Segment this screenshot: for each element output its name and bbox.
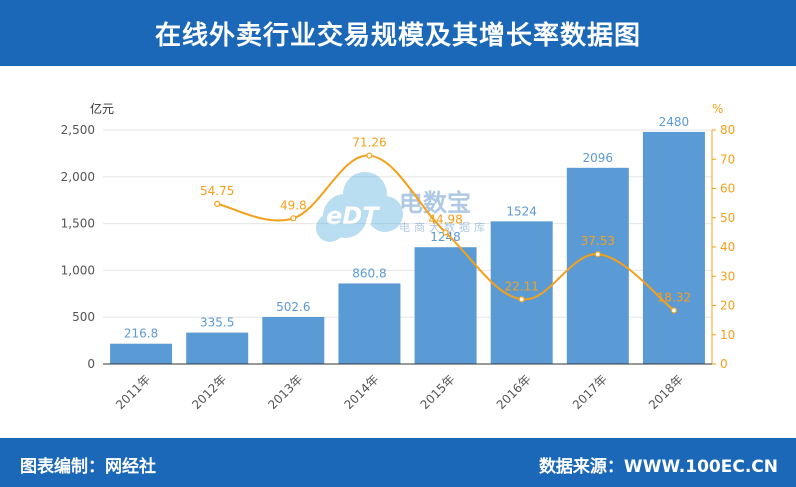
line-point xyxy=(214,200,221,207)
footer-source: 数据来源：WWW.100EC.CN xyxy=(538,457,778,477)
line-point xyxy=(594,251,601,258)
bar xyxy=(642,131,705,364)
bar xyxy=(262,316,325,364)
bar-data-label: 860.8 xyxy=(352,266,386,280)
left-tick-label: 1,000 xyxy=(61,263,95,277)
x-tick-label: 2014年 xyxy=(342,372,382,412)
right-axis: 0 10 20 30 40 50 60 70 80 xyxy=(711,123,735,371)
right-tick-label: 50 xyxy=(720,211,735,225)
chart-area: eDT 电数宝 电商大数据库 0 500 1,000 1,500 2,000 2,500 … xyxy=(0,66,796,438)
line-data-label: 37.53 xyxy=(581,234,615,248)
footer-bar: 图表编制：网经社 数据来源：WWW.100EC.CN xyxy=(0,438,796,487)
bar-data-label: 2480 xyxy=(659,115,690,129)
line-data-label: 44.98 xyxy=(428,212,462,226)
x-tick-label: 2012年 xyxy=(189,372,229,412)
x-tick-label: 2018年 xyxy=(646,372,686,412)
right-tick-label: 60 xyxy=(720,182,735,196)
line-data-label: 22.11 xyxy=(505,279,539,293)
bar-data-label: 502.6 xyxy=(276,300,310,314)
bar-data-label: 1524 xyxy=(506,204,537,218)
right-tick-label: 30 xyxy=(720,269,735,283)
x-tick-label: 2017年 xyxy=(570,372,610,412)
line-series: 54.75 49.8 71.26 44.98 22.11 37.53 18.32 xyxy=(200,136,691,314)
right-tick-label: 10 xyxy=(720,328,735,342)
right-tick-label: 40 xyxy=(720,240,735,254)
left-tick-label: 500 xyxy=(72,310,95,324)
left-tick-label: 2,000 xyxy=(61,170,95,184)
bar-data-label: 216.8 xyxy=(124,327,158,341)
bar xyxy=(566,167,629,364)
line-point xyxy=(670,307,678,314)
line-point xyxy=(518,296,525,303)
x-tick-label: 2011年 xyxy=(113,372,153,412)
x-tick-label: 2015年 xyxy=(418,372,458,412)
line-point xyxy=(290,215,297,222)
x-axis: 2011年 2012年 2013年 2014年 2015年 2016年 2017年 2018年 xyxy=(103,363,712,412)
line-data-label: 54.75 xyxy=(200,184,234,198)
right-axis-unit: % xyxy=(712,102,723,116)
footer-maker: 图表编制：网经社 xyxy=(20,457,156,477)
left-tick-label: 0 xyxy=(87,357,95,371)
bar-data-label: 2096 xyxy=(583,151,614,165)
left-tick-label: 2,500 xyxy=(61,123,95,137)
chart-svg: eDT 电数宝 电商大数据库 05001,0001,5002,0002,500 … xyxy=(61,101,736,412)
left-axis-unit: 亿元 xyxy=(90,101,114,116)
x-tick-label: 2013年 xyxy=(265,372,305,412)
x-tick-label: 2016年 xyxy=(494,372,534,412)
line-data-label: 71.26 xyxy=(352,136,386,150)
right-tick-label: 80 xyxy=(720,123,735,137)
right-tick-label: 0 xyxy=(720,357,728,371)
bar xyxy=(186,332,249,364)
watermark-brand: 电数宝 xyxy=(399,189,471,217)
bar xyxy=(110,343,173,364)
chart-title: 在线外卖行业交易规模及其增长率数据图 xyxy=(154,20,641,51)
watermark-subtitle: 电商大数据库 xyxy=(399,220,489,234)
line-point xyxy=(366,152,373,159)
title-bar: 在线外卖行业交易规模及其增长率数据图 xyxy=(0,0,796,66)
bar xyxy=(338,283,401,364)
right-tick-label: 20 xyxy=(720,299,735,313)
line-data-label: 18.32 xyxy=(657,290,691,304)
cloud-logo-icon xyxy=(316,172,403,242)
bar-data-label: 335.5 xyxy=(200,316,234,330)
watermark: eDT 电数宝 电商大数据库 xyxy=(316,172,489,242)
line-point xyxy=(442,229,449,236)
left-axis: 0 500 1,000 1,500 2,000 2,500 xyxy=(61,123,95,371)
bar xyxy=(414,247,477,364)
watermark-logo-text: eDT xyxy=(326,202,380,230)
right-tick-label: 70 xyxy=(720,152,735,166)
line-data-label: 49.8 xyxy=(280,198,307,212)
left-tick-label: 1,500 xyxy=(61,217,95,231)
